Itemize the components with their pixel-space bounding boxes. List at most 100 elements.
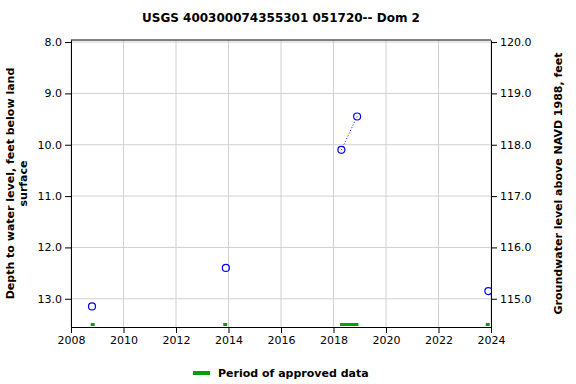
legend-swatch bbox=[193, 371, 210, 375]
grid-line-y bbox=[71, 298, 491, 299]
grid-line-y bbox=[71, 247, 491, 248]
title: USGS 400300074355301 051720-- Dom 2 bbox=[142, 11, 420, 25]
tick-mark bbox=[65, 247, 71, 248]
grid-line-y bbox=[71, 196, 491, 197]
grid-line-x bbox=[71, 40, 72, 327]
data-point bbox=[89, 303, 96, 310]
tick-label: 116.0 bbox=[500, 241, 532, 254]
tick-mark bbox=[491, 42, 497, 43]
tick-label: 2022 bbox=[425, 334, 453, 347]
tick-label: 117.0 bbox=[500, 190, 532, 203]
tick: 12.0 bbox=[38, 241, 72, 254]
tick-label: 8.0 bbox=[45, 36, 63, 49]
grid-line-y bbox=[71, 42, 491, 43]
tick-mark bbox=[334, 327, 335, 333]
tick: 11.0 bbox=[38, 190, 72, 203]
tick-mark bbox=[65, 93, 71, 94]
tick-label: 119.0 bbox=[500, 87, 532, 100]
axis-line bbox=[491, 41, 492, 328]
tick-label: 2020 bbox=[373, 334, 401, 347]
tick: 13.0 bbox=[38, 293, 72, 306]
tick-label: 11.0 bbox=[38, 190, 63, 203]
grid-line-x bbox=[386, 40, 387, 327]
y-axis: 8.0 9.0 10.0 11.0 12.0 13.0 bbox=[38, 36, 72, 327]
grid-line-x bbox=[491, 40, 492, 327]
data-point bbox=[338, 146, 345, 153]
tick-label: 10.0 bbox=[38, 139, 63, 152]
tick: 115.0 bbox=[491, 293, 532, 306]
x-axis: 2008 2010 2012 2014 2016 2018 2020 2022 2024 bbox=[58, 327, 506, 347]
tick: 2022 bbox=[425, 327, 453, 347]
tick-label: 115.0 bbox=[500, 293, 532, 306]
y-axis-label-line: surface bbox=[17, 161, 30, 207]
tick-mark bbox=[65, 299, 71, 300]
tick-mark bbox=[491, 327, 492, 333]
tick-mark bbox=[65, 196, 71, 197]
tick-mark bbox=[65, 145, 71, 146]
tick-label: 2018 bbox=[320, 334, 348, 347]
tick-mark bbox=[281, 327, 282, 333]
tick-label: 118.0 bbox=[500, 139, 532, 152]
tick: 2014 bbox=[215, 327, 243, 347]
chart: 2008 2010 2012 2014 2016 2018 2020 2022 2024 8.0 9… bbox=[0, 0, 576, 384]
tick: 2012 bbox=[163, 327, 191, 347]
legend-label: Period of approved data bbox=[218, 367, 369, 380]
tick-mark bbox=[491, 247, 497, 248]
tick-mark bbox=[65, 42, 71, 43]
tick: 8.0 bbox=[45, 36, 72, 49]
grid-line-x bbox=[281, 40, 282, 327]
approved-period bbox=[91, 323, 95, 326]
tick-label: 12.0 bbox=[38, 241, 63, 254]
tick: 118.0 bbox=[491, 139, 532, 152]
y2-axis-label: Groundwater level above NAVD 1988, feet bbox=[552, 53, 565, 315]
series-line bbox=[341, 116, 357, 149]
plot-area bbox=[89, 113, 492, 326]
grid-line-x bbox=[438, 40, 439, 327]
tick-label: 2016 bbox=[268, 334, 296, 347]
tick-label: 2010 bbox=[110, 334, 138, 347]
tick: 2018 bbox=[320, 327, 348, 347]
tick-mark bbox=[124, 327, 125, 333]
grid-line-x bbox=[176, 40, 177, 327]
tick: 2010 bbox=[110, 327, 138, 347]
frame-top bbox=[71, 40, 491, 41]
tick: 2020 bbox=[373, 327, 401, 347]
approved-period bbox=[340, 323, 358, 326]
legend: Period of approved data bbox=[193, 367, 369, 380]
tick-label: 2024 bbox=[478, 334, 506, 347]
tick: 2024 bbox=[478, 327, 506, 347]
tick-mark bbox=[386, 327, 387, 333]
tick-label: 13.0 bbox=[38, 293, 63, 306]
grid bbox=[71, 40, 491, 327]
tick-mark bbox=[71, 327, 72, 333]
grid-line-y bbox=[71, 144, 491, 145]
axis-line bbox=[71, 41, 72, 328]
tick: 2016 bbox=[268, 327, 296, 347]
tick-label: 2012 bbox=[163, 334, 191, 347]
tick-label: 120.0 bbox=[500, 36, 532, 49]
tick-mark bbox=[491, 299, 497, 300]
tick-mark bbox=[491, 93, 497, 94]
tick: 120.0 bbox=[491, 36, 532, 49]
tick-label: 2008 bbox=[58, 334, 86, 347]
data-point bbox=[222, 264, 229, 271]
approved-period bbox=[223, 323, 227, 326]
tick: 10.0 bbox=[38, 139, 72, 152]
approved-period bbox=[486, 323, 490, 326]
tick-mark bbox=[491, 145, 497, 146]
tick-label: 9.0 bbox=[45, 87, 63, 100]
tick-mark bbox=[439, 327, 440, 333]
grid-line-x bbox=[123, 40, 124, 327]
data-point bbox=[485, 288, 491, 295]
grid-line-x bbox=[333, 40, 334, 327]
tick: 9.0 bbox=[45, 87, 72, 100]
y2-axis: 120.0 119.0 118.0 117.0 116.0 115.0 bbox=[491, 36, 532, 327]
tick-mark bbox=[491, 196, 497, 197]
y-axis-label: Depth to water level, feet below landsur… bbox=[4, 68, 30, 300]
tick: 117.0 bbox=[491, 190, 532, 203]
y-axis-label-line: Depth to water level, feet below land bbox=[4, 68, 17, 300]
grid-line-y bbox=[71, 93, 491, 94]
tick-mark bbox=[176, 327, 177, 333]
tick: 119.0 bbox=[491, 87, 532, 100]
grid-line-x bbox=[228, 40, 229, 327]
